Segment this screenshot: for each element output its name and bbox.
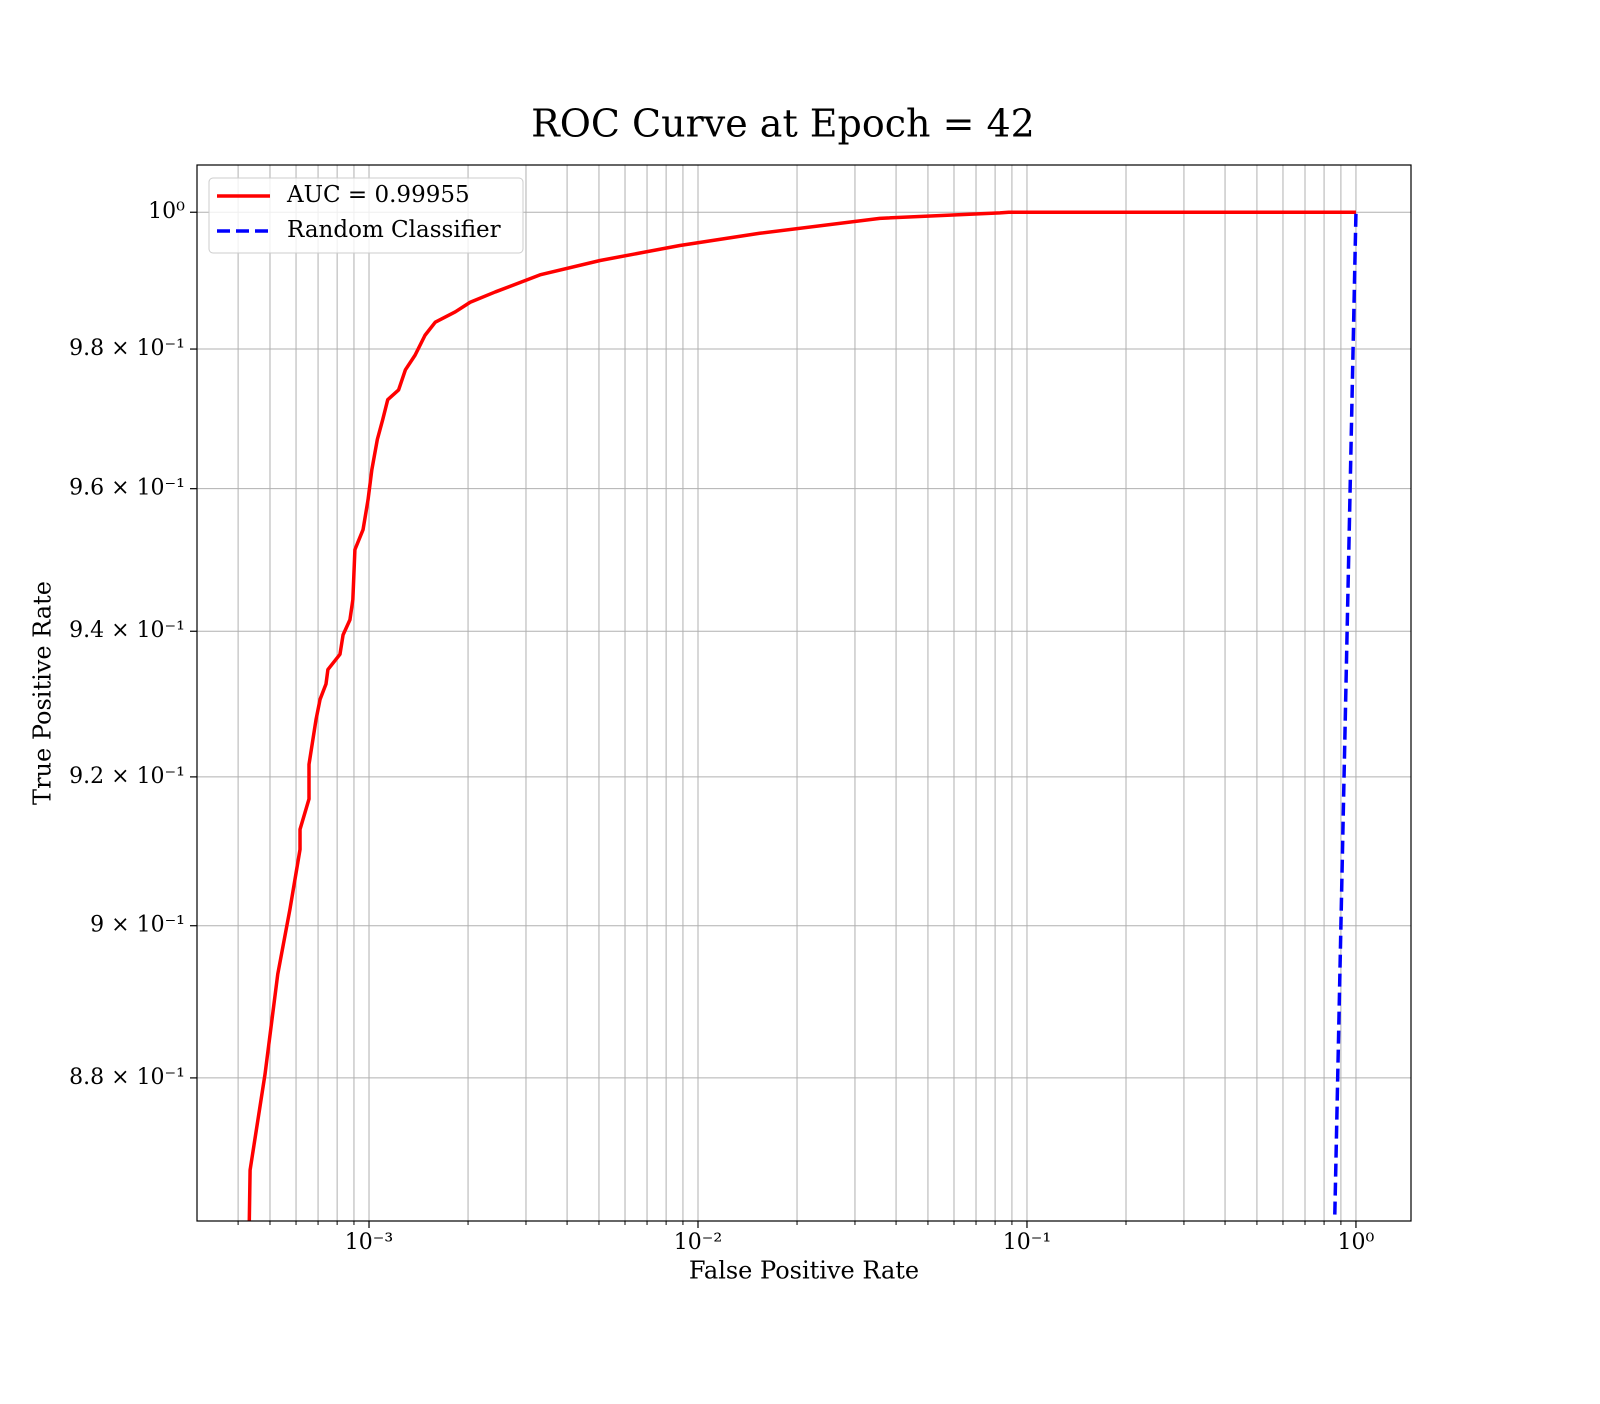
legend-label: Random Classifier xyxy=(287,217,501,243)
legend-label: AUC = 0.99955 xyxy=(286,182,470,208)
plot-area xyxy=(247,210,1358,1221)
y-tick-label: 8.8 × 10⁻¹ xyxy=(69,1065,185,1090)
x-axis-label: False Positive Rate xyxy=(689,1257,919,1285)
y-axis-label: True Positive Rate xyxy=(29,581,57,805)
grid xyxy=(197,165,1411,1221)
axes-frame xyxy=(196,164,1412,1222)
series-line xyxy=(247,210,1356,1221)
chart-title: ROC Curve at Epoch = 42 xyxy=(531,102,1035,146)
legend-box xyxy=(208,177,524,254)
x-tick-label: 10⁻³ xyxy=(345,1230,393,1255)
y-tick-label: 9 × 10⁻¹ xyxy=(90,913,185,938)
x-tick-label: 10⁻¹ xyxy=(1003,1230,1051,1255)
y-tick-label: 9.2 × 10⁻¹ xyxy=(69,764,185,789)
x-tick-label: 10⁻² xyxy=(674,1230,722,1255)
y-tick-label: 9.8 × 10⁻¹ xyxy=(69,336,185,361)
x-tick-label: 10⁰ xyxy=(1338,1230,1375,1255)
y-tick-label: 9.4 × 10⁻¹ xyxy=(69,618,185,643)
y-tick-label: 9.6 × 10⁻¹ xyxy=(69,476,185,501)
ticks: 10⁻³ 10⁻² 10⁻¹ 10⁰ 8.8 × 10⁻¹ 9 × 10⁻¹ 9.2 × 1… xyxy=(69,199,1374,1255)
y-tick-label: 10⁰ xyxy=(148,199,185,224)
legend: AUC = 0.99955 Random Classifier xyxy=(208,177,524,254)
